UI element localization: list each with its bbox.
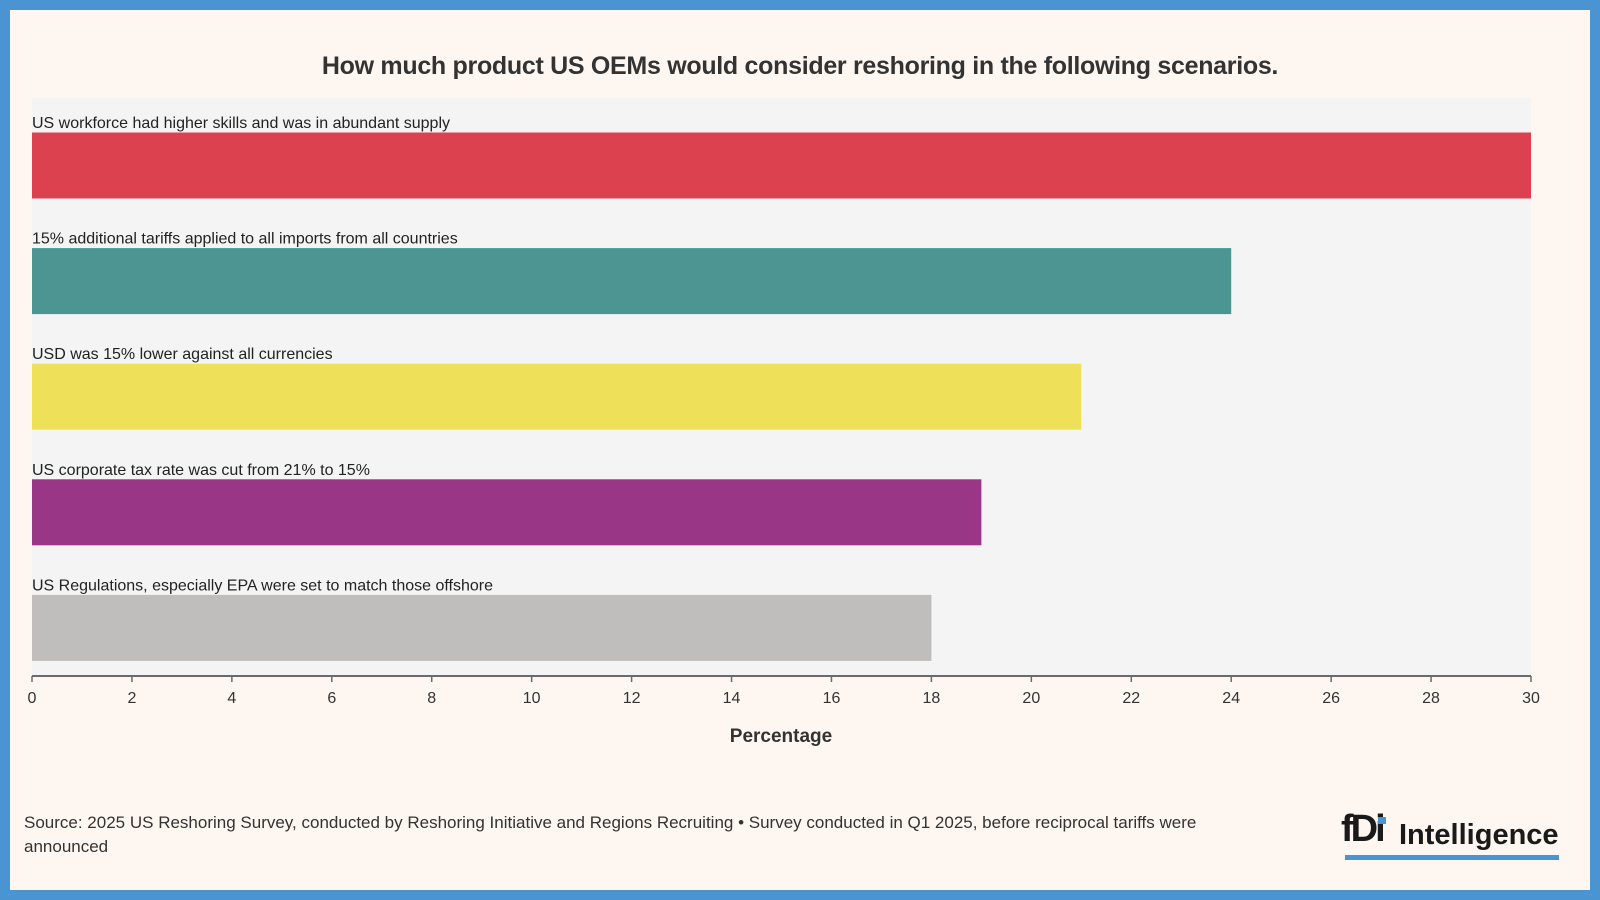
chart-frame: How much product US OEMs would consider … bbox=[10, 10, 1590, 890]
x-tick-label: 0 bbox=[28, 690, 37, 707]
logo-underline bbox=[1345, 855, 1559, 860]
x-tick-label: 4 bbox=[227, 690, 236, 707]
bar-label: US corporate tax rate was cut from 21% t… bbox=[32, 462, 370, 479]
x-tick-label: 6 bbox=[327, 690, 336, 707]
x-axis-label: Percentage bbox=[730, 726, 832, 747]
x-tick-label: 18 bbox=[923, 690, 941, 707]
bar-label: US Regulations, especially EPA were set … bbox=[32, 577, 493, 594]
bar-label: 15% additional tariffs applied to all im… bbox=[32, 231, 458, 248]
x-tick-label: 26 bbox=[1322, 690, 1340, 707]
bar-label: US workforce had higher skills and was i… bbox=[32, 115, 450, 132]
x-tick-label: 2 bbox=[127, 690, 136, 707]
bars-group: US workforce had higher skills and was i… bbox=[32, 115, 1531, 661]
bar bbox=[32, 132, 1531, 199]
bar bbox=[32, 479, 982, 546]
x-tick-label: 22 bbox=[1122, 690, 1140, 707]
fdi-intelligence-logo: fDi Intelligence bbox=[1341, 807, 1565, 867]
source-note: Source: 2025 US Reshoring Survey, conduc… bbox=[24, 813, 1197, 856]
bar bbox=[32, 248, 1232, 315]
bar bbox=[32, 594, 932, 661]
x-tick-label: 28 bbox=[1422, 690, 1440, 707]
x-tick-label: 14 bbox=[723, 690, 741, 707]
x-tick-label: 16 bbox=[823, 690, 841, 707]
logo-accent-dot bbox=[1378, 817, 1386, 824]
x-tick-label: 20 bbox=[1022, 690, 1040, 707]
x-tick-label: 10 bbox=[523, 690, 541, 707]
bar-chart: US workforce had higher skills and was i… bbox=[28, 98, 1540, 747]
x-axis-ticks: 0 2 4 6 8 10 12 14 16 18 20 22 24 26 28 30 bbox=[28, 676, 1540, 707]
logo-text: Intelligence bbox=[1399, 819, 1559, 851]
x-tick-label: 12 bbox=[623, 690, 641, 707]
x-tick-label: 8 bbox=[427, 690, 436, 707]
logo-mark: fDi bbox=[1341, 808, 1386, 850]
chart-title: How much product US OEMs would consider … bbox=[321, 52, 1279, 80]
bar-label: USD was 15% lower against all currencies bbox=[32, 346, 333, 363]
bar bbox=[32, 363, 1082, 430]
x-tick-label: 30 bbox=[1522, 690, 1540, 707]
x-tick-label: 24 bbox=[1222, 690, 1240, 707]
